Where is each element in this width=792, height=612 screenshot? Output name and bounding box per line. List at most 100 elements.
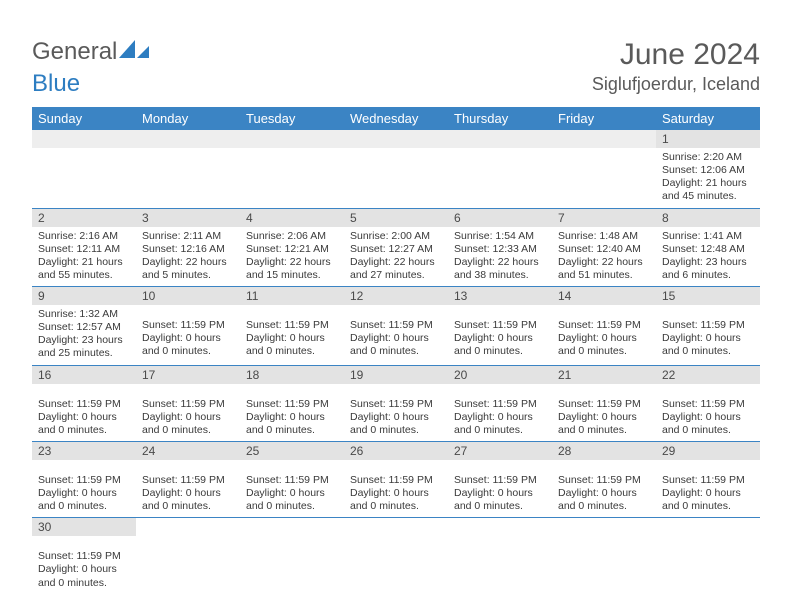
weeks-container: 1Sunrise: 2:20 AMSunset: 12:06 AMDayligh… xyxy=(32,130,760,594)
day-number: 28 xyxy=(552,442,656,460)
day-number: 8 xyxy=(656,209,760,227)
weekday-label: Monday xyxy=(136,107,240,130)
day-details: Sunset: 11:59 PMDaylight: 0 hours and 0 … xyxy=(32,384,136,441)
day-cell: 17Sunset: 11:59 PMDaylight: 0 hours and … xyxy=(136,366,240,441)
day-number: 2 xyxy=(32,209,136,227)
day-details: Sunset: 11:59 PMDaylight: 0 hours and 0 … xyxy=(136,384,240,441)
day-details: Sunrise: 2:16 AMSunset: 12:11 AMDaylight… xyxy=(32,227,136,287)
day-number: 9 xyxy=(32,287,136,305)
day-cell xyxy=(136,518,240,593)
logo-text-2: Blue xyxy=(32,70,80,98)
day-cell xyxy=(32,130,136,208)
day-number: 11 xyxy=(240,287,344,305)
day-number xyxy=(448,518,552,522)
day-details: Sunset: 11:59 PMDaylight: 0 hours and 0 … xyxy=(240,384,344,441)
day-number: 4 xyxy=(240,209,344,227)
day-cell: 27Sunset: 11:59 PMDaylight: 0 hours and … xyxy=(448,442,552,517)
day-cell xyxy=(344,518,448,593)
day-number: 20 xyxy=(448,366,552,384)
day-cell: 12Sunset: 11:59 PMDaylight: 0 hours and … xyxy=(344,287,448,365)
day-details: Sunset: 11:59 PMDaylight: 0 hours and 0 … xyxy=(552,305,656,362)
day-details: Sunset: 11:59 PMDaylight: 0 hours and 0 … xyxy=(32,460,136,517)
day-details: Sunset: 11:59 PMDaylight: 0 hours and 0 … xyxy=(136,460,240,517)
day-number: 26 xyxy=(344,442,448,460)
day-details: Sunrise: 2:11 AMSunset: 12:16 AMDaylight… xyxy=(136,227,240,287)
day-cell: 2Sunrise: 2:16 AMSunset: 12:11 AMDayligh… xyxy=(32,209,136,287)
day-cell: 18Sunset: 11:59 PMDaylight: 0 hours and … xyxy=(240,366,344,441)
day-cell xyxy=(136,130,240,208)
day-number xyxy=(344,518,448,522)
day-number: 23 xyxy=(32,442,136,460)
day-cell: 19Sunset: 11:59 PMDaylight: 0 hours and … xyxy=(344,366,448,441)
location-label: Siglufjoerdur, Iceland xyxy=(592,74,760,95)
day-number: 25 xyxy=(240,442,344,460)
day-number: 10 xyxy=(136,287,240,305)
weekday-label: Tuesday xyxy=(240,107,344,130)
day-cell xyxy=(240,130,344,208)
month-title: June 2024 xyxy=(592,38,760,72)
weekday-header: Sunday Monday Tuesday Wednesday Thursday… xyxy=(32,107,760,130)
day-cell: 15Sunset: 11:59 PMDaylight: 0 hours and … xyxy=(656,287,760,365)
day-details: Sunset: 11:59 PMDaylight: 0 hours and 0 … xyxy=(448,305,552,362)
day-details: Sunrise: 1:41 AMSunset: 12:48 AMDaylight… xyxy=(656,227,760,287)
day-number: 21 xyxy=(552,366,656,384)
day-cell xyxy=(240,518,344,593)
day-number: 7 xyxy=(552,209,656,227)
day-cell: 5Sunrise: 2:00 AMSunset: 12:27 AMDayligh… xyxy=(344,209,448,287)
day-cell: 10Sunset: 11:59 PMDaylight: 0 hours and … xyxy=(136,287,240,365)
day-cell: 8Sunrise: 1:41 AMSunset: 12:48 AMDayligh… xyxy=(656,209,760,287)
day-cell xyxy=(448,518,552,593)
week-row: 9Sunrise: 1:32 AMSunset: 12:57 AMDayligh… xyxy=(32,287,760,366)
weekday-label: Thursday xyxy=(448,107,552,130)
day-number: 15 xyxy=(656,287,760,305)
day-cell: 4Sunrise: 2:06 AMSunset: 12:21 AMDayligh… xyxy=(240,209,344,287)
logo-text-1: General xyxy=(32,38,117,66)
day-details: Sunset: 11:59 PMDaylight: 0 hours and 0 … xyxy=(448,460,552,517)
day-details: Sunrise: 1:32 AMSunset: 12:57 AMDaylight… xyxy=(32,305,136,365)
day-details: Sunrise: 2:00 AMSunset: 12:27 AMDaylight… xyxy=(344,227,448,287)
day-number xyxy=(552,518,656,522)
day-cell xyxy=(552,130,656,208)
day-cell: 6Sunrise: 1:54 AMSunset: 12:33 AMDayligh… xyxy=(448,209,552,287)
day-cell: 20Sunset: 11:59 PMDaylight: 0 hours and … xyxy=(448,366,552,441)
week-row: 30Sunset: 11:59 PMDaylight: 0 hours and … xyxy=(32,518,760,593)
day-number: 30 xyxy=(32,518,136,536)
day-number xyxy=(136,130,240,148)
day-details: Sunset: 11:59 PMDaylight: 0 hours and 0 … xyxy=(448,384,552,441)
day-number: 1 xyxy=(656,130,760,148)
day-cell: 26Sunset: 11:59 PMDaylight: 0 hours and … xyxy=(344,442,448,517)
day-details: Sunset: 11:59 PMDaylight: 0 hours and 0 … xyxy=(656,384,760,441)
day-cell xyxy=(552,518,656,593)
day-number xyxy=(136,518,240,522)
day-cell: 23Sunset: 11:59 PMDaylight: 0 hours and … xyxy=(32,442,136,517)
day-details: Sunset: 11:59 PMDaylight: 0 hours and 0 … xyxy=(344,305,448,362)
day-number: 13 xyxy=(448,287,552,305)
week-row: 16Sunset: 11:59 PMDaylight: 0 hours and … xyxy=(32,366,760,442)
day-number xyxy=(552,130,656,148)
day-number xyxy=(344,130,448,148)
day-number: 24 xyxy=(136,442,240,460)
day-cell: 7Sunrise: 1:48 AMSunset: 12:40 AMDayligh… xyxy=(552,209,656,287)
day-details: Sunset: 11:59 PMDaylight: 0 hours and 0 … xyxy=(552,460,656,517)
day-number: 17 xyxy=(136,366,240,384)
day-details: Sunrise: 2:06 AMSunset: 12:21 AMDaylight… xyxy=(240,227,344,287)
day-details: Sunset: 11:59 PMDaylight: 0 hours and 0 … xyxy=(136,305,240,362)
day-cell: 25Sunset: 11:59 PMDaylight: 0 hours and … xyxy=(240,442,344,517)
day-cell: 13Sunset: 11:59 PMDaylight: 0 hours and … xyxy=(448,287,552,365)
day-details: Sunrise: 1:54 AMSunset: 12:33 AMDaylight… xyxy=(448,227,552,287)
day-cell: 22Sunset: 11:59 PMDaylight: 0 hours and … xyxy=(656,366,760,441)
week-row: 2Sunrise: 2:16 AMSunset: 12:11 AMDayligh… xyxy=(32,209,760,288)
weekday-label: Sunday xyxy=(32,107,136,130)
day-number: 16 xyxy=(32,366,136,384)
day-details: Sunset: 11:59 PMDaylight: 0 hours and 0 … xyxy=(552,384,656,441)
day-cell: 1Sunrise: 2:20 AMSunset: 12:06 AMDayligh… xyxy=(656,130,760,208)
day-cell: 30Sunset: 11:59 PMDaylight: 0 hours and … xyxy=(32,518,136,593)
day-details: Sunset: 11:59 PMDaylight: 0 hours and 0 … xyxy=(656,460,760,517)
day-number: 19 xyxy=(344,366,448,384)
week-row: 23Sunset: 11:59 PMDaylight: 0 hours and … xyxy=(32,442,760,518)
day-details: Sunset: 11:59 PMDaylight: 0 hours and 0 … xyxy=(240,305,344,362)
day-details: Sunset: 11:59 PMDaylight: 0 hours and 0 … xyxy=(240,460,344,517)
day-number xyxy=(32,130,136,148)
weekday-label: Saturday xyxy=(656,107,760,130)
day-number: 5 xyxy=(344,209,448,227)
